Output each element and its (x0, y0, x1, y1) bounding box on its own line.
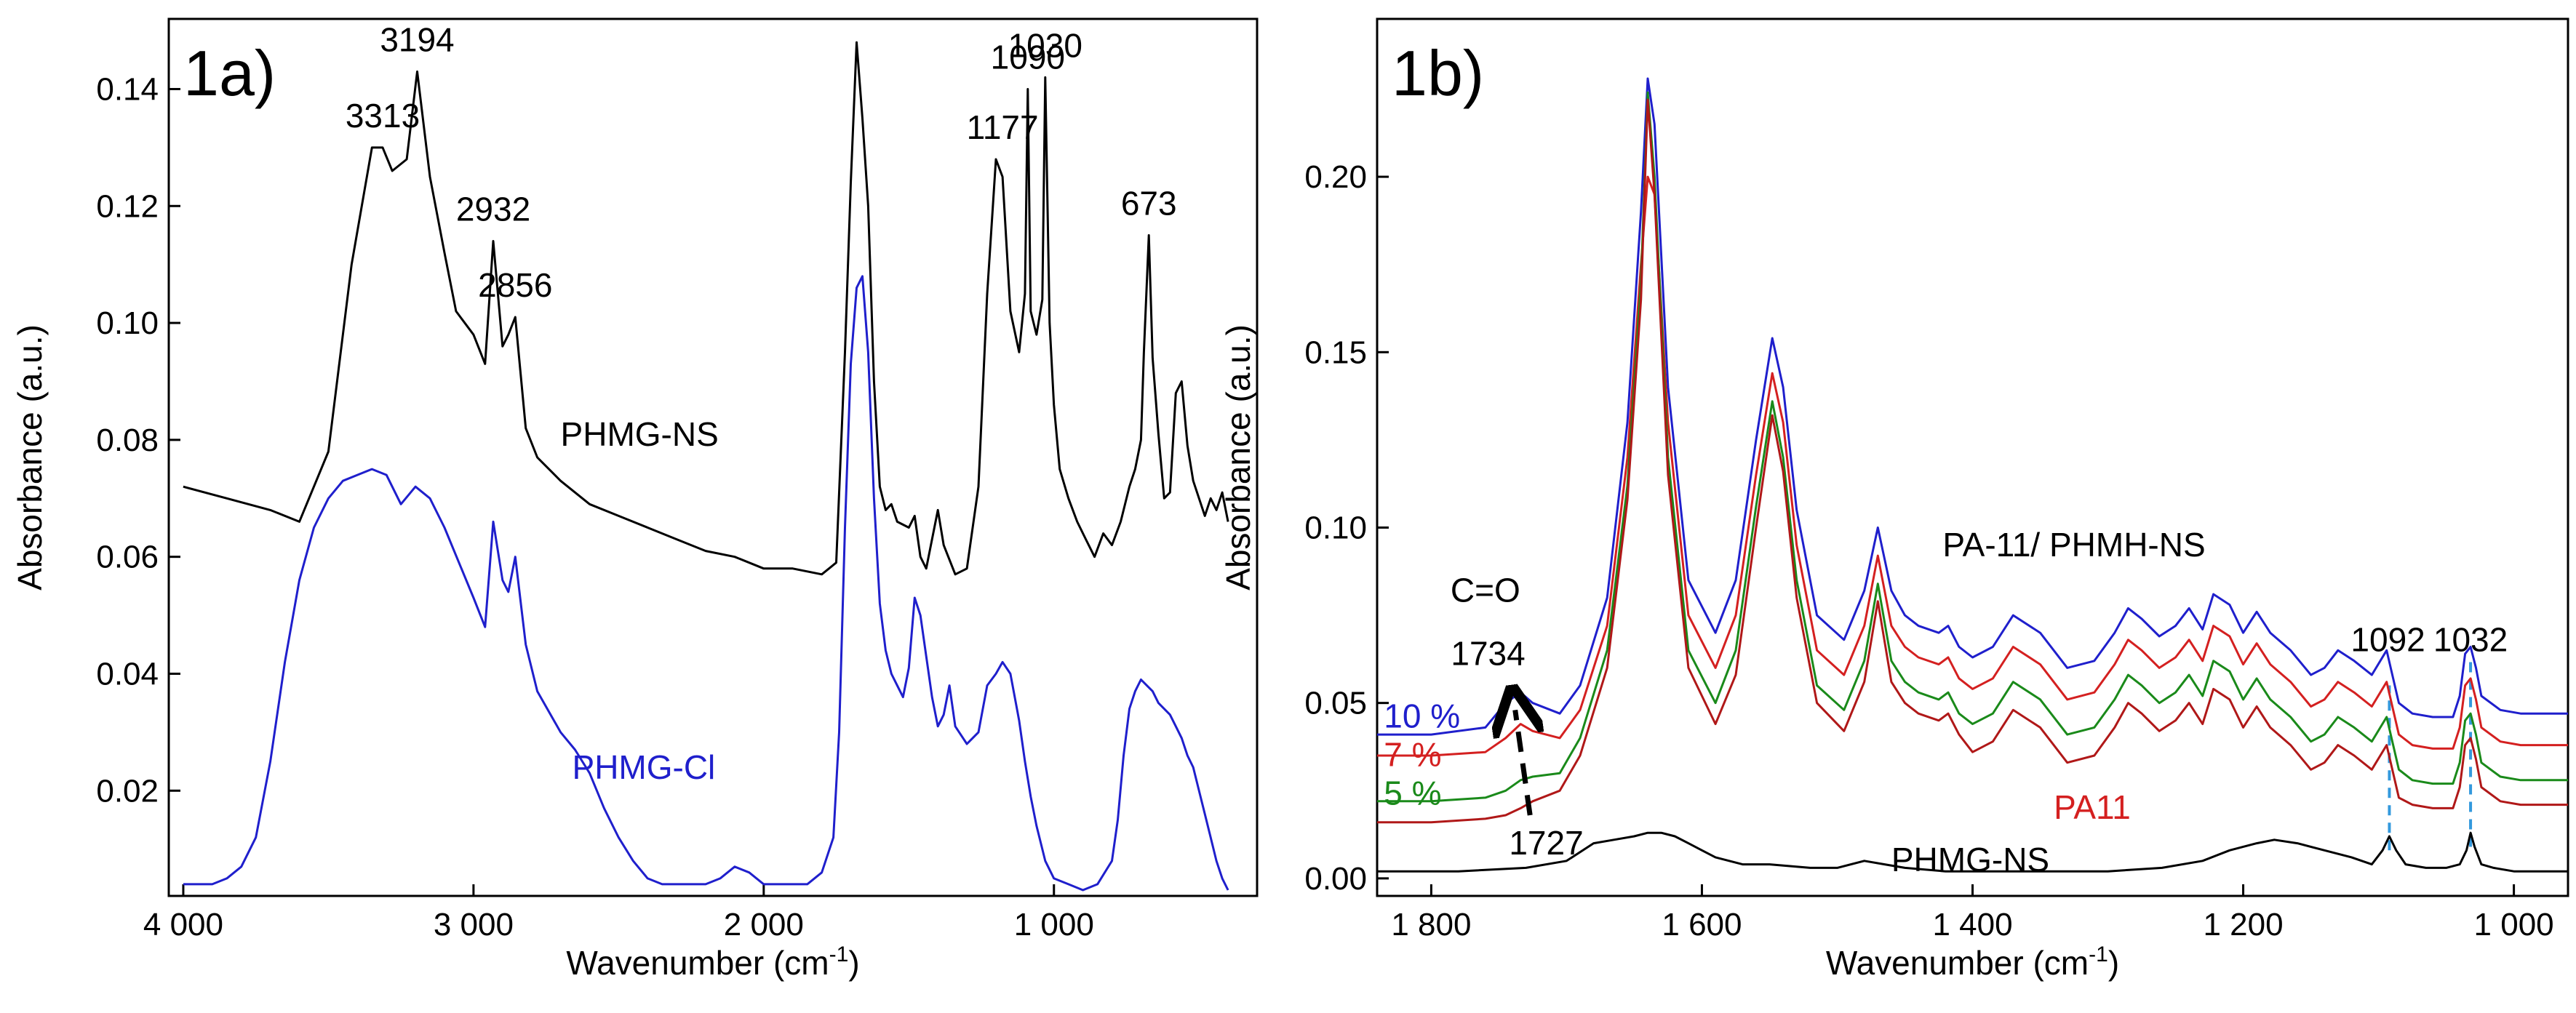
x-tick-label-b: 1 600 (1662, 907, 1742, 942)
peak-label-a: 1030 (1008, 26, 1082, 64)
peak-label-b: 1092 (2350, 620, 2425, 658)
y-tick-label-a: 0.04 (96, 656, 159, 692)
series-line-b-3 (1377, 98, 2568, 824)
y-tick-label-a: 0.12 (96, 188, 159, 224)
series-line-b-4 (1377, 831, 2568, 873)
y-tick-label-b: 0.20 (1304, 159, 1367, 195)
series-label-b: 10 % (1384, 697, 1460, 734)
plot-frame-b (1376, 17, 2569, 897)
peak-label-a: 2856 (478, 266, 552, 304)
series-label-a: PHMG-Cl (573, 748, 716, 786)
series-label-a: PHMG-NS (561, 415, 719, 453)
x-tick-label-a: 2 000 (724, 907, 804, 942)
x-tick-label-b: 1 800 (1391, 907, 1471, 942)
x-tick-label-a: 4 000 (143, 907, 223, 942)
x-tick-label-b: 1 400 (1932, 907, 2012, 942)
peak-label-b: 1032 (2433, 620, 2508, 658)
plot-frame-a (167, 17, 1259, 897)
peak-label-a: 1177 (967, 108, 1039, 146)
y-tick-label-a: 0.10 (96, 305, 159, 341)
peak-label-a: 3313 (346, 97, 420, 135)
series-label-b: 5 % (1384, 774, 1441, 812)
panel-b-chart: 0.00 0.05 0.10 0.15 0.20 1 800 1 600 1 400 1 200… (1219, 17, 2569, 982)
series-line-a-1 (183, 275, 1229, 892)
y-tick-label-b: 0.05 (1304, 686, 1367, 721)
y-axis-title-b: Absorbance (a.u.) (1219, 324, 1257, 590)
shift-arrow (1515, 710, 1530, 816)
series-label-b: PHMG-NS (1891, 841, 2049, 878)
series-label-b: PA11 (2054, 788, 2131, 826)
peak-label-a: 673 (1121, 184, 1177, 222)
y-tick-label-b: 0.10 (1304, 510, 1367, 545)
panel-a-chart: 0.02 0.04 0.06 0.08 0.10 0.12 0.14 4 000 3 000 2 … (11, 17, 1259, 982)
x-tick-label-a: 3 000 (434, 907, 514, 942)
peak-label-a: 1090 (991, 38, 1065, 76)
y-tick-label-a: 0.08 (96, 423, 159, 458)
x-tick-label-a: 1 000 (1014, 907, 1094, 942)
y-tick-label-a: 0.14 (96, 71, 159, 107)
series-label-b: 7 % (1384, 736, 1441, 774)
x-tick-label-b: 1 000 (2474, 907, 2554, 942)
panel-label-a: 1a) (183, 37, 276, 109)
x-axis-title-b: Wavenumber (cm-1) (1826, 942, 2119, 982)
peak-label-b: 1727 (1509, 824, 1583, 862)
peak-label-a: 2932 (456, 191, 530, 228)
series-line-b-1 (1377, 175, 2568, 757)
peak-label-b: 1734 (1451, 635, 1525, 673)
y-tick-label-b: 0.15 (1304, 335, 1367, 370)
series-line-a-0 (183, 41, 1229, 576)
peak-label-b: PA-11/ PHMH-NS (1942, 526, 2205, 564)
peak-label-b: C=O (1451, 572, 1520, 609)
peak-label-a: 3194 (380, 20, 454, 58)
series-line-b-0 (1377, 77, 2568, 736)
x-axis-title-a: Wavenumber (cm-1) (566, 942, 859, 982)
panel-label-b: 1b) (1392, 37, 1484, 109)
y-axis-title-a: Absorbance (a.u.) (11, 324, 49, 590)
x-tick-label-b: 1 200 (2203, 907, 2283, 942)
y-tick-label-a: 0.06 (96, 540, 159, 575)
y-tick-label-a: 0.02 (96, 773, 159, 809)
y-tick-label-b: 0.00 (1304, 861, 1367, 897)
